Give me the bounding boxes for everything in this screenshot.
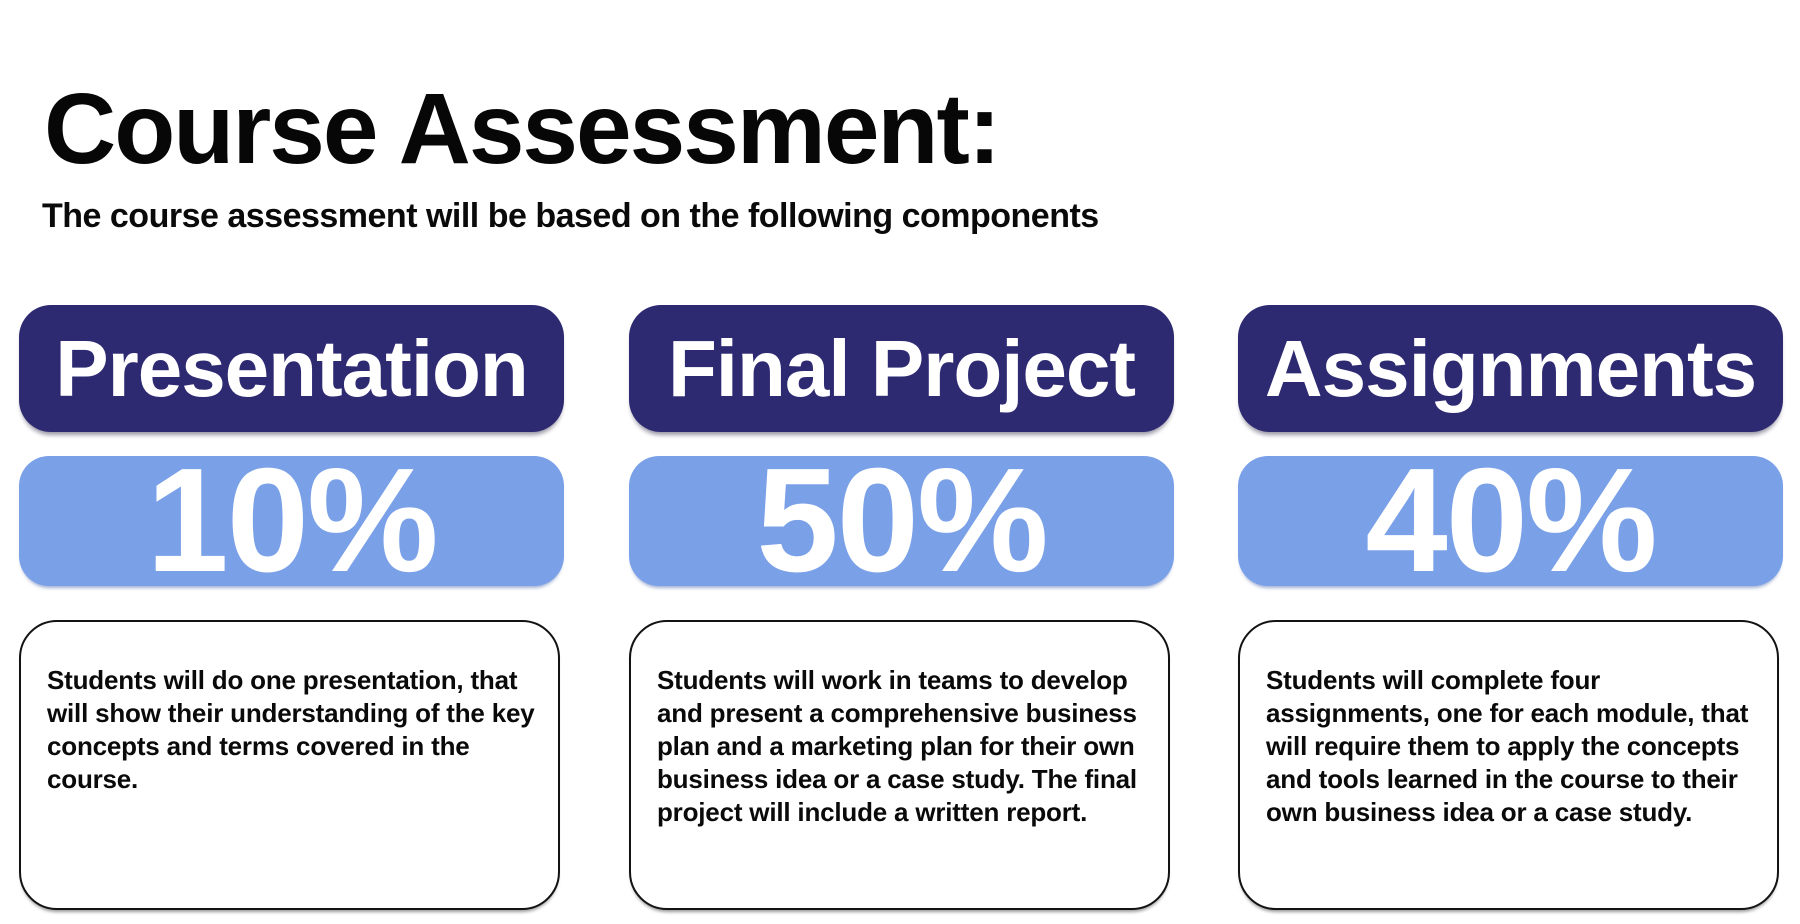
component-description-text: Students will work in teams to develop a…: [657, 665, 1137, 827]
page-subtitle: The course assessment will be based on t…: [42, 197, 1099, 235]
component-name-pill: Presentation: [19, 305, 564, 432]
component-description-box: Students will complete four assignments,…: [1238, 620, 1779, 910]
component-description-text: Students will do one presentation, that …: [47, 665, 535, 794]
assessment-column-final-project: Final Project 50% Students will work in …: [629, 0, 1174, 924]
component-description-text: Students will complete four assignments,…: [1266, 665, 1749, 827]
component-name-pill: Final Project: [629, 305, 1174, 432]
component-weight-pill: 50%: [629, 447, 1174, 595]
assessment-column-assignments: Assignments 40% Students will complete f…: [1238, 0, 1783, 924]
component-name-pill: Assignments: [1238, 305, 1783, 432]
component-weight-pill: 10%: [19, 447, 564, 595]
page-title: Course Assessment:: [44, 73, 1001, 185]
component-weight-pill: 40%: [1238, 447, 1783, 595]
component-description-box: Students will work in teams to develop a…: [629, 620, 1170, 910]
component-description-box: Students will do one presentation, that …: [19, 620, 560, 910]
assessment-column-presentation: Presentation 10% Students will do one pr…: [19, 0, 564, 924]
